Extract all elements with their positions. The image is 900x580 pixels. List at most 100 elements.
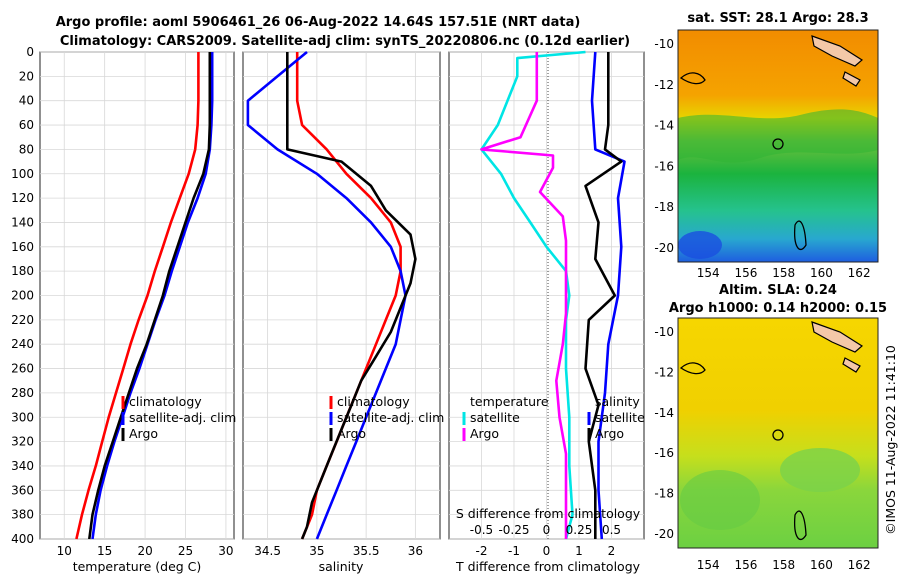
lat-tick-label: -14 — [654, 119, 674, 133]
salinity-xlabel: salinity — [319, 559, 364, 574]
depth-tick-label: 20 — [19, 69, 34, 83]
x-tick-label: 15 — [97, 544, 112, 558]
series-line-satellite-adj-clim — [91, 52, 214, 540]
lat-tick-label: -20 — [654, 241, 674, 255]
legend-temperature-title: temperature — [470, 394, 549, 409]
series-line-temperature-satellite — [480, 50, 586, 540]
sst-map-frame — [677, 29, 879, 263]
depth-tick-label: 140 — [11, 215, 34, 229]
sla-map-title-line1: Altim. SLA: 0.24 — [719, 283, 837, 298]
figure-title-line2: Climatology: CARS2009. Satellite-adj cli… — [60, 34, 630, 49]
argo-location-marker — [772, 429, 784, 441]
x-tick-label: 0 — [543, 544, 551, 558]
lon-tick-label: 160 — [810, 558, 833, 572]
lat-tick-label: -14 — [654, 406, 674, 420]
lat-tick-label: -12 — [654, 78, 674, 92]
imos-watermark: ©IMOS 11-Aug-2022 11:41:10 — [883, 345, 898, 535]
argo-location-marker — [772, 138, 784, 150]
legend-satellite-adj: satellite-adj. clim — [129, 410, 236, 425]
s-tick-label: 0.5 — [602, 523, 621, 537]
x-tick-label: -1 — [508, 544, 520, 558]
series-line-argo — [285, 52, 417, 540]
legend-salinity-title: salinity — [595, 394, 640, 409]
depth-tick-label: 320 — [11, 435, 34, 449]
depth-tick-label: 400 — [11, 532, 34, 546]
sst-lat-tick-labels: -10 -12 -14 -16 -18 -20 — [654, 37, 674, 255]
depth-tick-label: 180 — [11, 264, 34, 278]
sst-warm-front — [678, 109, 878, 163]
legend-argo: Argo — [337, 426, 366, 441]
depth-tick-label: 160 — [11, 240, 34, 254]
series-line-climatology — [75, 52, 200, 540]
depth-tick-label: 300 — [11, 410, 34, 424]
x-tick-label: 2 — [608, 544, 616, 558]
lat-tick-label: -10 — [654, 325, 674, 339]
reef-contour — [679, 362, 706, 375]
depth-tick-label: 40 — [19, 94, 34, 108]
legend-satellite-adj: satellite-adj. clim — [337, 410, 444, 425]
temperature-panel: 0 20 40 60 80 100 120 140 160 180 200 220 240 260 280 3… — [11, 45, 236, 574]
island-outline — [842, 71, 861, 87]
sla-low-patch — [680, 470, 760, 530]
series-line-salinity-satellite — [590, 51, 626, 540]
lon-tick-label: 156 — [734, 266, 757, 280]
sst-cold-patch — [678, 231, 722, 259]
salinity-lines — [246, 50, 417, 540]
depth-tick-label: 340 — [11, 459, 34, 473]
x-tick-label: 25 — [178, 544, 193, 558]
temperature-grid — [40, 51, 234, 540]
series-line-temperature-argo — [480, 52, 568, 539]
depth-tick-label: 120 — [11, 191, 34, 205]
temperature-xlabel: temperature (deg C) — [73, 559, 202, 574]
difference-legend-temperature: temperature satellite Argo — [462, 394, 549, 441]
x-tick-label: 30 — [218, 544, 233, 558]
lon-tick-label: 162 — [848, 558, 871, 572]
x-tick-label: 20 — [137, 544, 152, 558]
island-outline — [811, 35, 864, 67]
difference-panel: -2 -1 0 1 2 -0.5 -0.25 0 0.25 0.5 S difference f… — [448, 50, 645, 574]
legend-temp-argo: Argo — [470, 426, 499, 441]
legend-temp-satellite: satellite — [470, 410, 520, 425]
depth-tick-label: 240 — [11, 337, 34, 351]
temperature-legend: climatology satellite-adj. clim Argo — [121, 394, 236, 441]
series-line-argo — [88, 52, 212, 540]
depth-tick-label: 280 — [11, 386, 34, 400]
depth-tick-label: 360 — [11, 483, 34, 497]
reef-contour — [679, 72, 706, 85]
lat-tick-label: -18 — [654, 200, 674, 214]
lon-tick-label: 162 — [848, 266, 871, 280]
temp-diff-tick-labels: -2 -1 0 1 2 — [476, 544, 616, 558]
temperature-lines — [75, 52, 214, 540]
s-tick-label: -0.5 — [470, 523, 493, 537]
depth-tick-label: 260 — [11, 362, 34, 376]
island-outline — [811, 321, 864, 353]
lat-tick-label: -18 — [654, 487, 674, 501]
lat-tick-label: -10 — [654, 37, 674, 51]
sal-diff-label: S difference from climatology — [456, 506, 641, 521]
temp-diff-xlabel: T difference from climatology — [455, 559, 641, 574]
sla-map-panel: Altim. SLA: 0.24 Argo h1000: 0.14 h2000:… — [654, 283, 887, 549]
lon-tick-label: 154 — [697, 266, 720, 280]
depth-tick-label: 60 — [19, 118, 34, 132]
x-tick-label: 34.5 — [254, 544, 281, 558]
lat-tick-label: -16 — [654, 446, 674, 460]
depth-tick-labels: 0 20 40 60 80 100 120 140 160 180 200 220 240 260 280 3… — [11, 45, 34, 546]
salinity-tick-labels: 34.5 35 35.5 36 — [254, 544, 423, 558]
legend-sal-satellite: satellite — [595, 410, 645, 425]
s-tick-label: 0 — [543, 523, 551, 537]
lon-tick-label: 154 — [697, 558, 720, 572]
sla-lon-tick-labels: 154 156 158 160 162 — [697, 558, 871, 572]
lon-tick-label: 160 — [810, 266, 833, 280]
sal-diff-tick-labels: -0.5 -0.25 0 0.25 0.5 — [470, 523, 621, 537]
sst-map-panel: sat. SST: 28.1 Argo: 28.3 -10-12-14-16-1… — [654, 11, 879, 280]
s-tick-label: 0.25 — [566, 523, 593, 537]
salinity-panel: 34.5 35 35.5 36 salinity climatology satell… — [242, 50, 444, 574]
reef-contour — [794, 510, 807, 540]
depth-tick-label: 380 — [11, 508, 34, 522]
lat-tick-label: -12 — [654, 365, 674, 379]
depth-tick-label: 200 — [11, 289, 34, 303]
x-tick-label: 35.5 — [353, 544, 380, 558]
sst-lon-tick-labels: 154 156 158 160 162 — [697, 266, 871, 280]
reef-contour — [794, 220, 807, 250]
